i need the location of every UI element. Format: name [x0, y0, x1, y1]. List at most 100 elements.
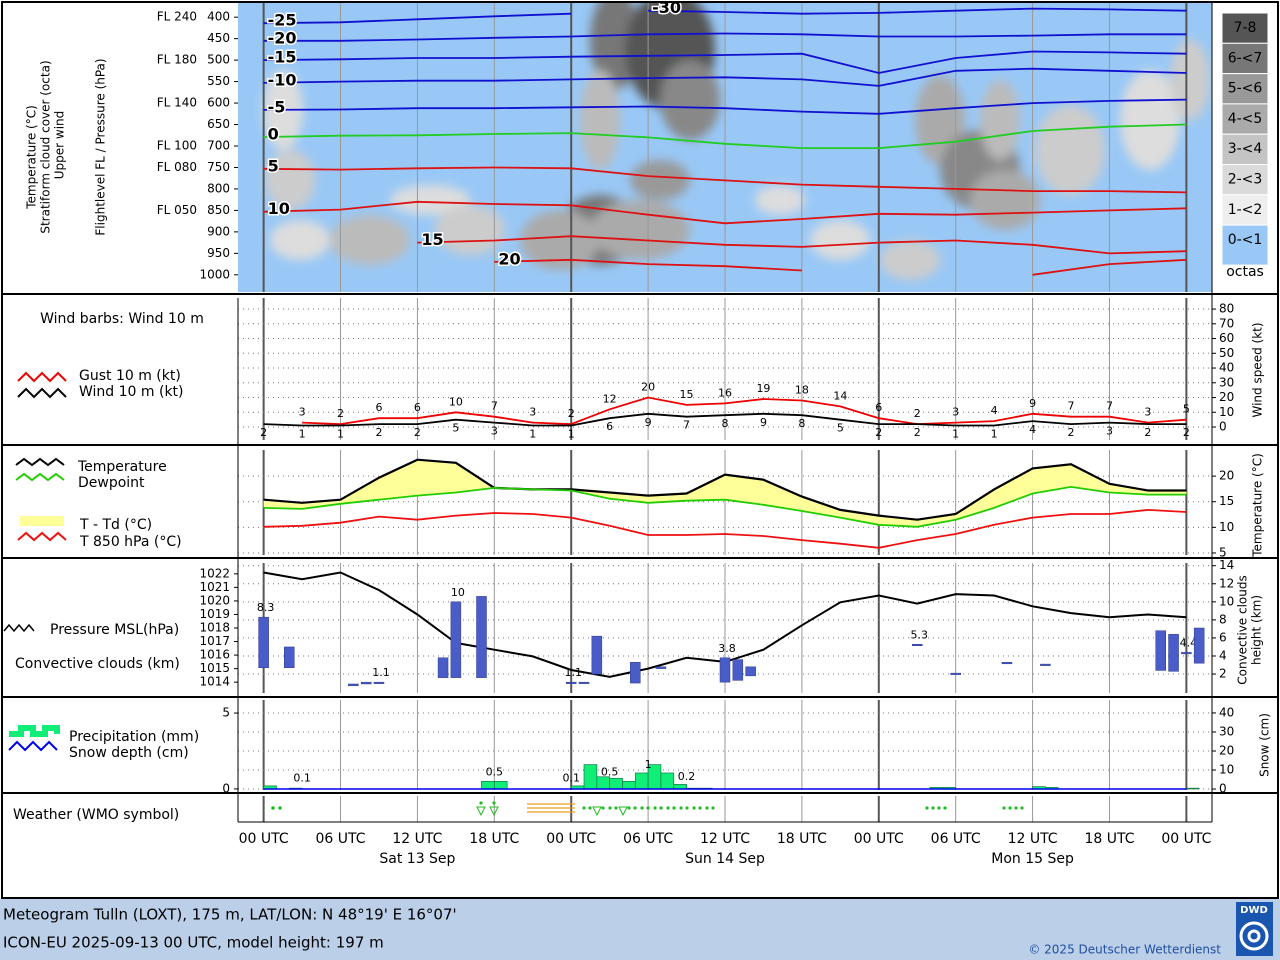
- y-axis-label: Upper wind: [53, 111, 67, 180]
- y2-tick-label: 2: [1219, 667, 1227, 681]
- y-tick-label: 1019: [199, 607, 230, 621]
- isotherm-label: 20: [498, 249, 520, 268]
- y2-tick-label: 6: [1219, 630, 1227, 644]
- series-line: [263, 458, 1187, 521]
- total-label: 0.2: [678, 770, 696, 783]
- x-tick-label: 00 UTC: [854, 831, 904, 847]
- footer-background: [0, 899, 1280, 960]
- y2-tick-label: 50: [1219, 346, 1234, 360]
- footer-model: ICON-EU 2025-09-13 00 UTC, model height:…: [3, 934, 384, 952]
- data-label: 10: [449, 395, 463, 408]
- flight-level-label: FL 100: [157, 138, 197, 152]
- total-label: 0.1: [293, 771, 311, 784]
- precip-bar: [660, 772, 675, 790]
- data-label: 3: [1106, 425, 1113, 438]
- panel-title: Wind barbs: Wind 10 m: [40, 311, 204, 327]
- frame: [1, 1, 1279, 899]
- data-label: 2: [1068, 426, 1075, 439]
- y-tick-label: 1016: [199, 648, 230, 662]
- data-label: 3: [529, 406, 536, 419]
- cloud-bar: [950, 672, 961, 675]
- cloud-bar: [732, 659, 744, 681]
- series-line: [263, 508, 1187, 549]
- data-label: 7: [491, 400, 498, 413]
- isotherm-label: -20: [268, 28, 297, 47]
- legend-swatch: [1221, 12, 1269, 44]
- x-tick-label: 12 UTC: [392, 831, 442, 847]
- y2-tick-label: 10: [1219, 520, 1234, 534]
- y2-tick-label: 0: [1219, 420, 1227, 434]
- data-label: 5.3: [910, 628, 928, 641]
- y2-tick-label: 40: [1219, 361, 1234, 375]
- isotherm-label: 15: [421, 230, 443, 249]
- data-label: 2: [875, 426, 882, 439]
- y2-tick-label: 0: [1219, 782, 1227, 796]
- data-label: 1: [337, 428, 344, 441]
- isotherm-label: 10: [268, 199, 290, 218]
- y-tick-label: 700: [207, 138, 230, 152]
- legend-label: Precipitation (mm): [69, 729, 199, 745]
- isotherm-label: -5: [268, 97, 286, 116]
- total-label: 0.5: [486, 765, 504, 778]
- legend-label: Gust 10 m (kt): [79, 368, 181, 384]
- flight-level-label: FL 050: [157, 203, 197, 217]
- y-axis-label: Temperature (°C): [25, 105, 39, 210]
- day-label: Sat 13 Sep: [379, 851, 455, 867]
- legend-icon: [20, 516, 64, 526]
- plot-layer: 00 UTC 06 UTC 12 UTC 18 UTC 00 UTC 06 UTC 12 U…: [157, 0, 1269, 867]
- total-label: 0.1: [562, 771, 580, 784]
- data-label: 5: [837, 422, 844, 435]
- y2-axis-label: Snow (cm): [1258, 713, 1272, 777]
- data-label: 9: [1029, 397, 1036, 410]
- cloud-bar: [1040, 663, 1051, 666]
- data-label: 19: [756, 382, 770, 395]
- data-label: 2: [337, 407, 344, 420]
- logo-text: DWD: [1240, 905, 1268, 916]
- copyright: © 2025 Deutscher Wetterdienst: [1028, 943, 1221, 957]
- legend-label: Snow depth (cm): [69, 745, 189, 761]
- data-label: 1.1: [372, 666, 390, 679]
- data-label: 4.4: [1180, 636, 1198, 649]
- y2-tick-label: 40: [1219, 705, 1234, 719]
- legend-label: Temperature: [77, 459, 167, 475]
- isotherm-label: -30: [652, 0, 681, 17]
- y2-tick-label: 12: [1219, 576, 1234, 590]
- data-label: 9: [760, 416, 767, 429]
- data-label: 7: [1068, 400, 1075, 413]
- data-label: 5: [452, 422, 459, 435]
- legend-label: Pressure MSL(hPa): [50, 622, 179, 638]
- legend-class-label: 0-<1: [1228, 232, 1263, 248]
- legend-swatch: [1221, 103, 1269, 135]
- y-tick-label: 550: [207, 74, 230, 88]
- x-tick-label: 06 UTC: [316, 831, 366, 847]
- y-tick-label: 5: [222, 706, 230, 720]
- day-label: Sun 14 Sep: [685, 851, 765, 867]
- legend-icon: [17, 387, 67, 399]
- y2-tick-label: 20: [1219, 390, 1234, 404]
- cloud-bar: [450, 601, 462, 678]
- legend-label: Dewpoint: [78, 475, 145, 491]
- data-label: 1: [529, 428, 536, 441]
- data-label: 6: [875, 401, 882, 414]
- data-label: 2: [1144, 426, 1151, 439]
- y2-tick-label: 10: [1219, 405, 1234, 419]
- isotherm: [263, 50, 1187, 74]
- isotherm: [263, 67, 1187, 87]
- data-label: 2: [1183, 426, 1190, 439]
- y-tick-label: 600: [207, 96, 230, 110]
- y-tick-label: 1015: [199, 661, 230, 675]
- x-tick-label: 00 UTC: [239, 831, 289, 847]
- data-label: 4: [991, 404, 998, 417]
- y-tick-label: 950: [207, 246, 230, 260]
- legend-icon: [3, 623, 35, 633]
- data-label: 1: [299, 428, 306, 441]
- legend-class-label: 6-<7: [1228, 50, 1263, 66]
- y2-tick-label: 20: [1219, 469, 1234, 483]
- data-label: 8: [798, 417, 805, 430]
- plot-borders: [237, 3, 1213, 823]
- data-label: 2: [914, 407, 921, 420]
- data-label: 10: [451, 586, 465, 599]
- isotherm-label: 0: [268, 124, 279, 143]
- series-line: [263, 412, 1187, 427]
- data-label: 2: [414, 426, 421, 439]
